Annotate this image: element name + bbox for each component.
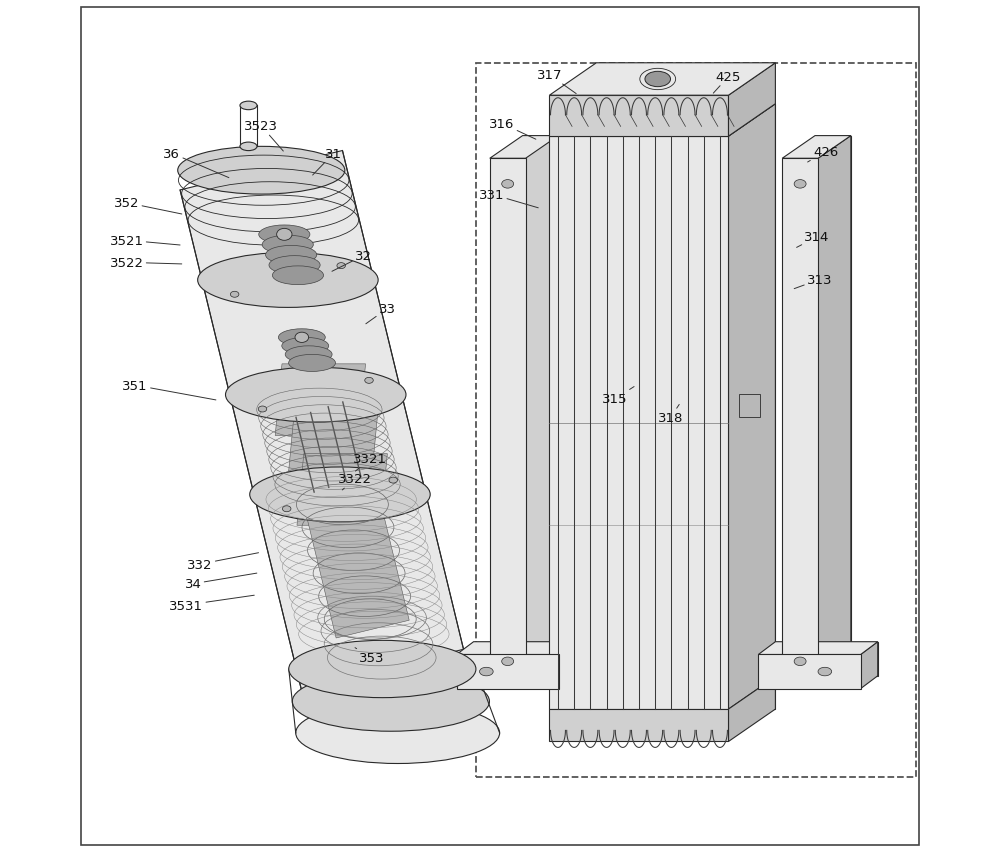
- Text: 316: 316: [489, 118, 536, 140]
- Ellipse shape: [365, 378, 373, 384]
- Polygon shape: [549, 105, 775, 137]
- Text: 3522: 3522: [110, 257, 182, 270]
- Ellipse shape: [295, 333, 309, 343]
- Ellipse shape: [389, 478, 397, 484]
- Text: 34: 34: [185, 573, 257, 590]
- Polygon shape: [180, 151, 464, 689]
- Text: 351: 351: [122, 379, 216, 400]
- Text: 315: 315: [602, 387, 634, 406]
- Ellipse shape: [198, 253, 378, 308]
- Text: 352: 352: [114, 197, 182, 215]
- Text: 314: 314: [797, 231, 830, 248]
- Ellipse shape: [226, 368, 406, 422]
- Polygon shape: [818, 136, 851, 688]
- Text: 3523: 3523: [244, 120, 283, 152]
- Ellipse shape: [794, 658, 806, 666]
- Ellipse shape: [289, 641, 476, 698]
- Polygon shape: [457, 642, 576, 655]
- Polygon shape: [523, 136, 558, 664]
- Polygon shape: [490, 160, 526, 688]
- Ellipse shape: [794, 180, 806, 189]
- Ellipse shape: [259, 226, 310, 245]
- Polygon shape: [297, 454, 387, 525]
- Bar: [739, 394, 760, 418]
- Ellipse shape: [480, 668, 493, 676]
- Ellipse shape: [240, 102, 257, 111]
- Polygon shape: [549, 709, 728, 741]
- Text: 313: 313: [794, 274, 832, 289]
- Ellipse shape: [240, 143, 257, 152]
- Polygon shape: [596, 677, 775, 709]
- Text: 3521: 3521: [110, 235, 180, 247]
- Polygon shape: [758, 655, 861, 688]
- Ellipse shape: [337, 264, 345, 270]
- Ellipse shape: [266, 247, 317, 265]
- Ellipse shape: [818, 668, 832, 676]
- Ellipse shape: [292, 672, 489, 731]
- Ellipse shape: [262, 236, 313, 255]
- Ellipse shape: [645, 73, 671, 88]
- Polygon shape: [728, 105, 775, 709]
- Bar: [476, 64, 916, 777]
- Ellipse shape: [258, 407, 267, 413]
- Text: 317: 317: [537, 69, 576, 95]
- Ellipse shape: [272, 267, 324, 285]
- Polygon shape: [782, 136, 851, 160]
- Text: 426: 426: [808, 146, 838, 163]
- Text: 3531: 3531: [169, 595, 254, 612]
- Ellipse shape: [282, 506, 291, 512]
- Ellipse shape: [502, 180, 514, 189]
- Polygon shape: [728, 677, 775, 741]
- Text: 3322: 3322: [338, 473, 372, 490]
- Text: 3321: 3321: [353, 452, 387, 472]
- Polygon shape: [549, 137, 728, 709]
- Text: 353: 353: [355, 648, 385, 664]
- Ellipse shape: [289, 355, 336, 372]
- Polygon shape: [815, 136, 851, 664]
- Polygon shape: [758, 642, 878, 655]
- Text: 36: 36: [163, 148, 229, 178]
- Polygon shape: [275, 364, 366, 436]
- Ellipse shape: [502, 658, 514, 666]
- Text: 32: 32: [332, 250, 372, 272]
- Ellipse shape: [178, 148, 345, 194]
- Polygon shape: [287, 415, 378, 485]
- Polygon shape: [775, 642, 878, 676]
- Text: 318: 318: [658, 405, 683, 425]
- Ellipse shape: [277, 229, 292, 241]
- Ellipse shape: [285, 346, 332, 363]
- Ellipse shape: [282, 338, 329, 355]
- Polygon shape: [549, 96, 728, 137]
- Ellipse shape: [269, 257, 320, 275]
- Ellipse shape: [250, 467, 430, 522]
- Text: 332: 332: [187, 553, 259, 571]
- Polygon shape: [474, 642, 576, 676]
- Polygon shape: [306, 496, 409, 638]
- Text: 331: 331: [479, 189, 538, 209]
- Polygon shape: [490, 136, 558, 160]
- Ellipse shape: [296, 703, 500, 763]
- Polygon shape: [782, 160, 818, 688]
- Text: 31: 31: [313, 148, 342, 176]
- Polygon shape: [596, 105, 775, 677]
- Polygon shape: [728, 64, 775, 137]
- Ellipse shape: [230, 292, 239, 298]
- Polygon shape: [457, 655, 559, 688]
- Text: 425: 425: [713, 71, 741, 94]
- Text: 33: 33: [366, 303, 396, 324]
- Polygon shape: [549, 64, 775, 96]
- Ellipse shape: [278, 329, 325, 346]
- Polygon shape: [861, 642, 878, 688]
